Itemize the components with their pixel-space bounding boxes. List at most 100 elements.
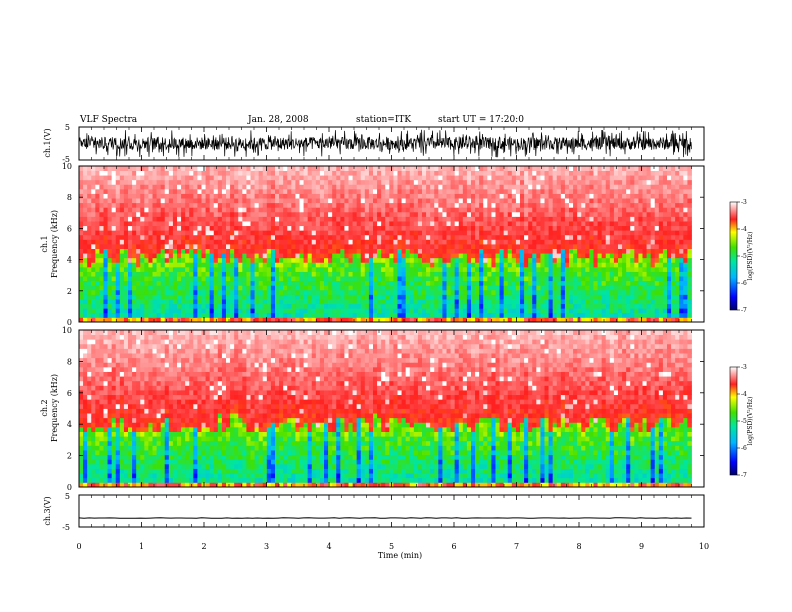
spectrogram-cell bbox=[266, 294, 272, 300]
spectrogram-cell bbox=[573, 312, 578, 318]
spectrogram-cell bbox=[368, 221, 374, 227]
spectrogram-cell bbox=[368, 193, 374, 199]
spectrogram-cell bbox=[307, 299, 313, 305]
spectrogram-cell bbox=[262, 285, 268, 291]
spectrogram-cell bbox=[209, 207, 215, 213]
spectrogram-cell bbox=[87, 230, 92, 236]
spectrogram-cell bbox=[626, 280, 631, 286]
spectrogram-cell bbox=[95, 216, 100, 222]
spectrogram-cell bbox=[552, 188, 558, 194]
spectrogram-cell bbox=[536, 234, 541, 240]
spectrogram-cell bbox=[658, 207, 664, 213]
spectrogram-cell bbox=[385, 188, 390, 194]
spectrogram-cell bbox=[266, 211, 272, 217]
spectrogram-cell bbox=[152, 289, 157, 295]
spectrogram-cell bbox=[397, 276, 402, 282]
spectrogram-cell bbox=[311, 248, 317, 254]
spectrogram-cell bbox=[234, 221, 239, 227]
spectrogram-cell bbox=[299, 239, 304, 245]
spectrogram-cell bbox=[422, 184, 427, 190]
spectrogram-cell bbox=[307, 179, 313, 185]
spectrogram-cell bbox=[536, 271, 541, 277]
spectrogram-cell bbox=[344, 299, 349, 305]
spectrogram-cell bbox=[250, 207, 255, 213]
spectrogram-cell bbox=[144, 289, 149, 295]
spectrogram-cell bbox=[258, 303, 264, 309]
spectrogram-cell bbox=[560, 188, 566, 194]
spectrogram-cell bbox=[230, 184, 235, 190]
spectrogram-cell bbox=[417, 271, 423, 277]
spectrogram-cell bbox=[479, 184, 484, 190]
spectrogram-cell bbox=[270, 198, 276, 204]
spectrogram-cell bbox=[99, 248, 104, 254]
spectrogram-cell bbox=[581, 184, 586, 190]
spectrogram-cell bbox=[532, 216, 537, 222]
spectrogram-cell bbox=[511, 202, 517, 208]
spectrogram-cell bbox=[560, 299, 566, 305]
spectrogram-cell bbox=[622, 317, 627, 323]
spectrogram-cell bbox=[279, 179, 284, 185]
spectrogram-cell bbox=[373, 184, 378, 190]
spectrogram-cell bbox=[479, 285, 484, 291]
spectrogram-cell bbox=[238, 193, 243, 199]
spectrogram-cell bbox=[119, 280, 125, 286]
spectrogram-cell bbox=[479, 317, 484, 323]
spectrogram-cell bbox=[417, 262, 423, 268]
spectrogram-cell bbox=[483, 211, 488, 217]
spectrogram-cell bbox=[475, 193, 480, 199]
spectrogram-cell bbox=[585, 257, 590, 263]
spectrogram-cell bbox=[548, 244, 554, 249]
spectrogram-cell bbox=[622, 179, 627, 185]
spectrogram-cell bbox=[613, 280, 619, 286]
spectrogram-cell bbox=[103, 303, 108, 309]
spectrogram-cell bbox=[307, 184, 313, 190]
spectrogram-cell bbox=[324, 266, 329, 272]
spectrogram-cell bbox=[605, 248, 611, 254]
spectrogram-cell bbox=[385, 216, 390, 222]
spectrogram-cell bbox=[156, 193, 162, 199]
spectrogram-cell bbox=[466, 294, 472, 300]
spectrogram-cell bbox=[123, 312, 129, 318]
spectrogram-cell bbox=[258, 308, 264, 314]
spectrogram-cell bbox=[638, 266, 643, 272]
spectrogram-cell bbox=[438, 239, 443, 245]
spectrogram-cell bbox=[491, 303, 496, 309]
spectrogram-cell bbox=[458, 280, 464, 286]
spectrogram-cell bbox=[128, 289, 133, 295]
spectrogram-cell bbox=[234, 198, 239, 204]
spectrogram-cell bbox=[564, 230, 570, 236]
spectrogram-cell bbox=[307, 271, 313, 277]
spectrogram-cell bbox=[258, 207, 264, 213]
spectrogram-cell bbox=[152, 193, 157, 199]
spectrogram-cell bbox=[107, 266, 113, 272]
spectrogram-cell bbox=[238, 234, 243, 240]
spectrogram-cell bbox=[532, 175, 537, 181]
spectrogram-cell bbox=[581, 262, 586, 268]
spectrogram-cell bbox=[377, 299, 382, 305]
spectrogram-cell bbox=[348, 276, 353, 282]
spectrogram-cell bbox=[417, 285, 423, 291]
spectrogram-cell bbox=[556, 253, 562, 259]
spectrogram-cell bbox=[581, 179, 586, 185]
spectrogram-cell bbox=[172, 271, 178, 277]
spectrogram-cell bbox=[589, 271, 594, 277]
spectrogram-cell bbox=[364, 317, 370, 323]
spectrogram-cell bbox=[556, 262, 562, 268]
spectrogram-cell bbox=[221, 303, 227, 309]
spectrogram-cell bbox=[177, 216, 182, 222]
spectrogram-cell bbox=[630, 193, 635, 199]
spectrogram-cell bbox=[172, 308, 178, 314]
spectrogram-cell bbox=[295, 193, 300, 199]
spectrogram-cell bbox=[577, 285, 582, 291]
spectrogram-cell bbox=[413, 276, 419, 282]
spectrogram-cell bbox=[491, 244, 496, 249]
spectrogram-cell bbox=[336, 280, 341, 286]
spectrogram-cell bbox=[613, 211, 619, 217]
spectrogram-cell bbox=[221, 299, 227, 305]
spectrogram-cell bbox=[601, 216, 607, 222]
spectrogram-cell bbox=[262, 294, 268, 300]
spectrogram-cell bbox=[111, 184, 117, 190]
spectrogram-cell bbox=[119, 253, 125, 259]
spectrogram-cell bbox=[393, 280, 398, 286]
spectrogram-cell bbox=[209, 230, 215, 236]
